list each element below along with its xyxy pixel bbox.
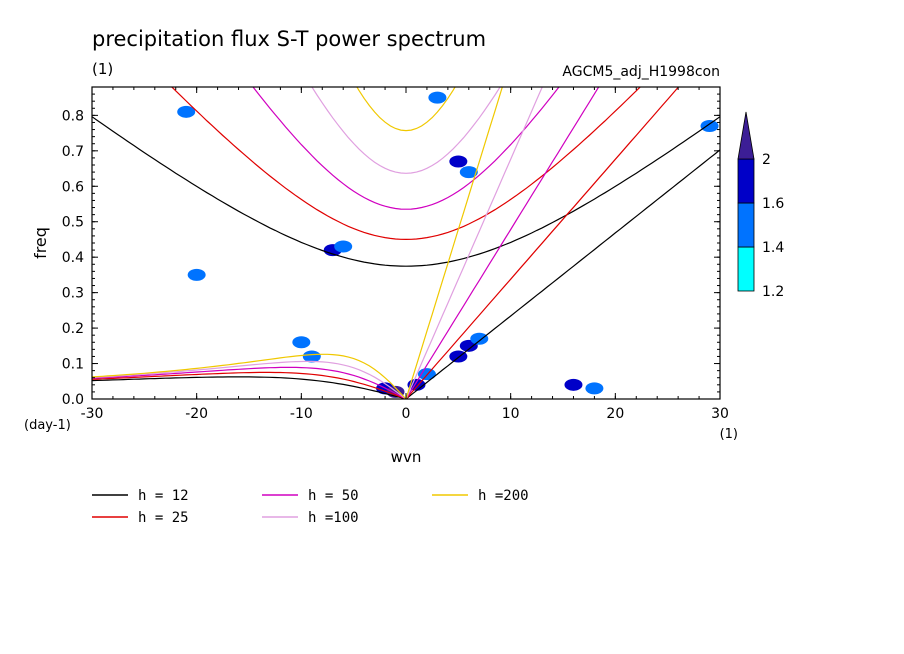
colorbar-label: 1.4 (762, 240, 784, 256)
shaded-region (564, 378, 583, 391)
legend-label: h =100 (308, 510, 359, 526)
legend: h = 12 h = 25 h = 50 h =100 h =200 (92, 488, 529, 526)
shaded-region (459, 166, 478, 179)
colorbar-segment (737, 158, 755, 204)
dispersion-curves (92, 87, 720, 399)
x-tick-label: 20 (606, 406, 624, 422)
y-tick-label: 0.3 (62, 286, 84, 302)
shaded-region (428, 91, 447, 104)
legend-label: h =200 (478, 488, 529, 504)
shaded-region (302, 350, 321, 363)
colorbar: 1.2 1.4 1.6 2 (737, 111, 784, 300)
y-tick-label: 0.1 (62, 357, 84, 373)
shaded-region (334, 240, 353, 253)
run-label: AGCM5_adj_H1998con (562, 64, 720, 80)
kelvin-curve (405, 87, 503, 399)
legend-label: h = 12 (138, 488, 189, 504)
y-tick-label: 0.5 (62, 215, 84, 231)
y-tick-label: 0.2 (62, 321, 84, 337)
colorbar-segment (737, 202, 755, 248)
y-axis: 0.0 0.1 0.2 0.3 0.4 0.5 0.6 0.7 0.8 (62, 93, 720, 408)
x-tick-label: -20 (185, 406, 208, 422)
shaded-region (585, 382, 604, 395)
kelvin-curve (405, 87, 600, 399)
colorbar-label: 1.6 (762, 196, 784, 212)
kelvin-curve (405, 87, 680, 399)
shaded-region (700, 120, 719, 132)
colorbar-segment (737, 246, 755, 292)
rossby-curve (92, 366, 407, 399)
y-tick-label: 0.0 (62, 392, 84, 408)
rossby-curve (92, 360, 407, 399)
kelvin-curve (405, 149, 720, 399)
plot-frame (91, 86, 721, 400)
colorbar-label: 2 (762, 152, 771, 168)
shaded-region (292, 336, 311, 349)
rossby-curve (92, 376, 407, 399)
inertia-gravity-curve (170, 87, 642, 241)
inertia-gravity-curve (356, 87, 456, 132)
x-tick-label: 0 (402, 406, 411, 422)
inertia-gravity-curve (311, 87, 501, 174)
rossby-curve (92, 371, 407, 399)
colorbar-label: 1.2 (762, 284, 784, 300)
shaded-region (177, 105, 196, 118)
chart-title: precipitation flux S-T power spectrum (92, 27, 486, 51)
x-tick-label: -30 (81, 406, 104, 422)
x-tick-label: 10 (502, 406, 520, 422)
y-units-label: (day-1) (24, 418, 71, 433)
y-tick-label: 0.4 (62, 250, 84, 266)
y-axis-label: freq (31, 227, 50, 259)
x-axis: -30 -20 -10 0 10 20 30 (81, 87, 729, 422)
units-label: (1) (92, 60, 113, 78)
shaded-region (449, 155, 468, 168)
y-tick-label: 0.7 (62, 144, 84, 160)
legend-label: h = 50 (308, 488, 359, 504)
x-units-label: (1) (720, 427, 738, 442)
legend-label: h = 25 (138, 510, 189, 526)
x-tick-label: 30 (711, 406, 729, 422)
shaded-region (187, 268, 206, 281)
inertia-gravity-curve (252, 87, 560, 210)
y-tick-label: 0.8 (62, 108, 84, 124)
x-tick-label: -10 (290, 406, 313, 422)
colorbar-arrow (737, 111, 755, 160)
shaded-region (470, 332, 489, 345)
x-axis-label: wvn (391, 448, 422, 466)
kelvin-curve (405, 87, 543, 399)
rossby-curve (92, 353, 407, 399)
y-tick-label: 0.6 (62, 179, 84, 195)
inertia-gravity-curve (92, 116, 720, 267)
